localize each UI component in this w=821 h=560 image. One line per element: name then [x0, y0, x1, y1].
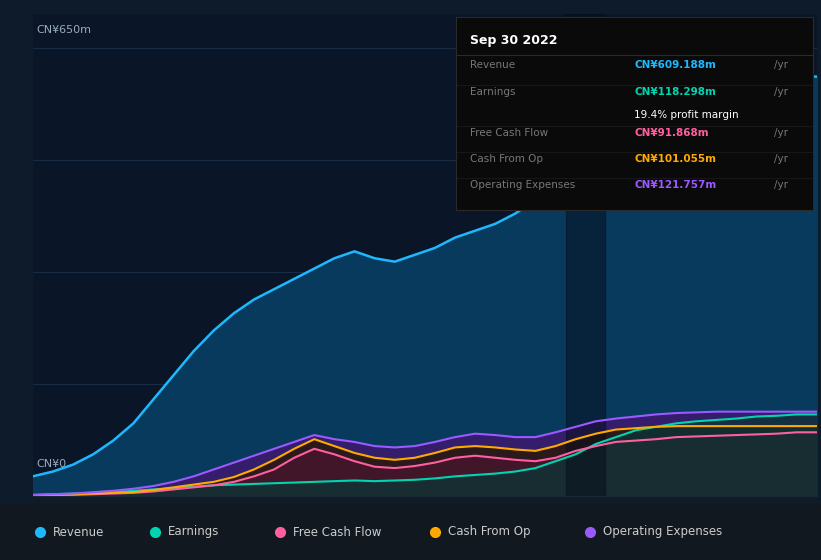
- Text: Operating Expenses: Operating Expenses: [470, 180, 576, 190]
- Text: Sep 30 2022: Sep 30 2022: [470, 34, 557, 47]
- Text: CN¥650m: CN¥650m: [37, 25, 92, 35]
- Text: Earnings: Earnings: [470, 87, 516, 97]
- Text: /yr: /yr: [773, 87, 788, 97]
- Text: /yr: /yr: [773, 128, 788, 138]
- Text: Cash From Op: Cash From Op: [448, 525, 530, 539]
- Text: CN¥121.757m: CN¥121.757m: [635, 180, 717, 190]
- Text: Operating Expenses: Operating Expenses: [603, 525, 722, 539]
- Bar: [566, 14, 605, 496]
- Text: /yr: /yr: [773, 180, 788, 190]
- Text: CN¥609.188m: CN¥609.188m: [635, 60, 716, 70]
- Text: Earnings: Earnings: [168, 525, 219, 539]
- Text: /yr: /yr: [773, 60, 788, 70]
- Text: Revenue: Revenue: [53, 525, 104, 539]
- Text: CN¥101.055m: CN¥101.055m: [635, 154, 716, 164]
- Text: Cash From Op: Cash From Op: [470, 154, 543, 164]
- Text: CN¥118.298m: CN¥118.298m: [635, 87, 716, 97]
- Text: 19.4% profit margin: 19.4% profit margin: [635, 110, 739, 119]
- Text: Free Cash Flow: Free Cash Flow: [293, 525, 382, 539]
- Text: /yr: /yr: [773, 154, 788, 164]
- Text: CN¥91.868m: CN¥91.868m: [635, 128, 709, 138]
- Text: Revenue: Revenue: [470, 60, 515, 70]
- Text: Free Cash Flow: Free Cash Flow: [470, 128, 548, 138]
- Text: CN¥0: CN¥0: [37, 459, 67, 469]
